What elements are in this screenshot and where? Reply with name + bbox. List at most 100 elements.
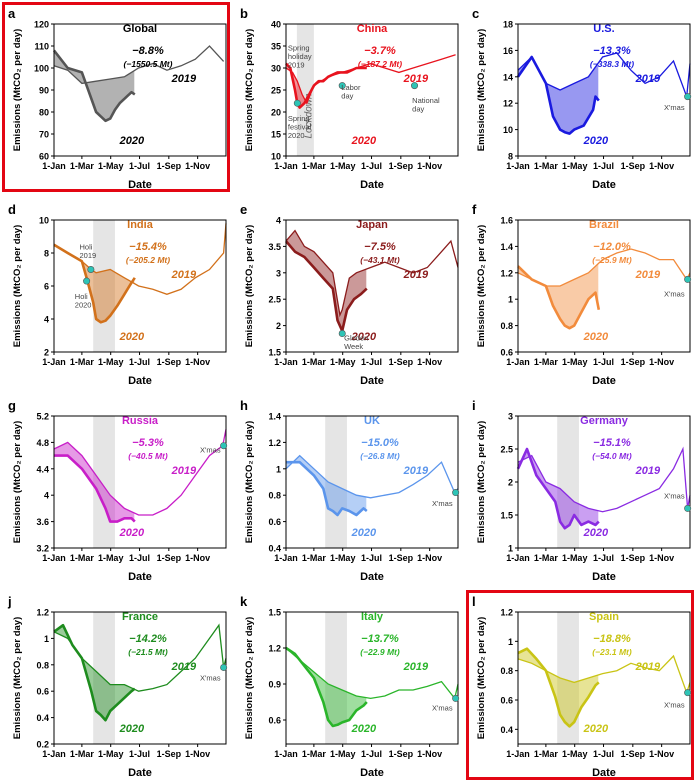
event-label: X'mas (432, 499, 453, 508)
x-tick-label: 1-Jul (593, 357, 614, 367)
series-line-2019 (517, 248, 691, 287)
percent-change: −15.0% (361, 437, 399, 449)
panel-title: Global (123, 23, 157, 35)
x-tick-label: 1-Nov (417, 161, 442, 171)
y-tick-label: 3 (276, 268, 281, 278)
x-tick-label: 1-Mar (534, 161, 559, 171)
lockdown-shade (325, 416, 347, 548)
panel-letter: b (240, 6, 248, 21)
x-axis-label: Date (128, 375, 152, 387)
event-label: X'mas (664, 103, 685, 112)
event-label-line: holiday (288, 52, 312, 61)
y-tick-label: 4 (44, 491, 49, 501)
x-tick-label: 1-Nov (417, 749, 442, 759)
y-tick-label: 3.6 (36, 517, 49, 527)
x-tick-label: 1-Mar (534, 749, 559, 759)
y-tick-label: 10 (503, 125, 513, 135)
panel-title: Brazil (589, 219, 619, 231)
label-2020: 2020 (583, 527, 609, 539)
x-tick-label: 1-Jul (129, 161, 150, 171)
y-tick-label: 1 (276, 464, 281, 474)
event-label-line: X'mas (432, 499, 453, 508)
x-tick-label: 1-Sep (621, 749, 646, 759)
x-tick-label: 1-Jan (506, 553, 530, 563)
x-tick-label: 1-Jul (361, 553, 382, 563)
x-axis-label: Date (360, 767, 384, 779)
x-tick-label: 1-Jan (274, 749, 298, 759)
event-marker (220, 442, 228, 450)
y-axis-label: Emissions (MtCO₂ per day) (244, 617, 255, 739)
y-tick-label: 3 (508, 412, 513, 422)
event-label: Spring festival 2020 (288, 114, 312, 140)
x-tick-label: 1-Jan (506, 161, 530, 171)
x-tick-label: 1-Jan (506, 749, 530, 759)
y-tick-label: 1.2 (500, 268, 513, 278)
panel-letter: d (8, 202, 16, 217)
y-tick-label: 100 (34, 64, 49, 74)
chart-svg-a: 60 70 80 90 100 110 120 1-Jan 1-Mar 1-May 1-Jul 1-S… (8, 6, 227, 191)
label-2019: 2019 (171, 661, 197, 673)
label-2020: 2020 (119, 527, 145, 539)
panel-title: UK (364, 415, 380, 427)
event-label-line: X'mas (200, 674, 221, 683)
panel-letter: c (472, 6, 479, 21)
percent-change: −13.3% (593, 45, 631, 57)
y-axis-label: Emissions (MtCO₂ per day) (12, 617, 23, 739)
series-line-2019 (53, 223, 227, 295)
x-tick-label: 1-Jul (361, 161, 382, 171)
label-2019: 2019 (403, 661, 429, 673)
x-tick-label: 1-Mar (70, 357, 95, 367)
event-marker (684, 689, 692, 697)
panel-letter: e (240, 202, 247, 217)
event-marker (452, 694, 460, 702)
difference-area (518, 57, 599, 134)
event-label-line: Spring (288, 114, 310, 123)
y-tick-label: 0.8 (36, 660, 49, 670)
y-tick-label: 90 (39, 86, 49, 96)
series-line-2020 (53, 623, 136, 722)
label-2020: 2020 (583, 135, 609, 147)
series-line-2019 (53, 429, 227, 516)
event-label-line: 2019 (288, 60, 305, 69)
series-line-2019 (517, 446, 691, 513)
label-2020: 2020 (119, 135, 145, 147)
y-axis-label: Emissions (MtCO₂ per day) (244, 421, 255, 543)
difference-area (54, 625, 135, 720)
chart-panel-a: 60 70 80 90 100 110 120 1-Jan 1-Mar 1-May 1-Jul 1-S… (0, 0, 232, 196)
y-tick-label: 1.6 (500, 216, 513, 226)
percent-change: −14.2% (129, 633, 167, 645)
series-line-2019 (53, 45, 225, 85)
y-tick-label: 1.5 (500, 511, 513, 521)
y-tick-label: 4.4 (36, 464, 49, 474)
x-tick-label: 1-Sep (621, 357, 646, 367)
y-tick-label: 8 (508, 152, 513, 162)
y-tick-label: 4.8 (36, 438, 49, 448)
x-tick-label: 1-Jan (42, 553, 66, 563)
x-tick-label: 1-Jan (274, 357, 298, 367)
y-tick-label: 0.2 (36, 740, 49, 750)
chart-svg-l: 0.4 0.6 0.8 1 1.2 1-Jan 1-Mar 1-May 1-Jul 1-Sep 1-… (472, 594, 692, 779)
lockdown-shade (296, 24, 314, 156)
chart-panel-k: 0.6 0.9 1.2 1.5 1-Jan 1-Mar 1-May 1-Jul 1-Sep 1-N… (232, 588, 464, 784)
series-line-2020 (516, 55, 600, 135)
y-tick-label: 1.2 (268, 438, 281, 448)
label-2020: 2020 (351, 527, 377, 539)
absolute-change: (−43.1 Mt) (360, 255, 400, 265)
panel-letter: a (8, 6, 16, 21)
event-label-line: X'mas (664, 103, 685, 112)
x-tick-label: 1-Jul (593, 553, 614, 563)
x-tick-label: 1-Jul (593, 161, 614, 171)
chart-panel-f: 0.6 0.8 1 1.2 1.4 1.6 1-Jan 1-Mar 1-May 1-Jul 1-Se… (464, 196, 696, 392)
x-tick-label: 1-Sep (621, 553, 646, 563)
event-label-line: festival (288, 122, 312, 131)
y-tick-label: 0.8 (268, 491, 281, 501)
chart-panel-i: 1 1.5 2 2.5 3 1-Jan 1-Mar 1-May 1-Jul 1-Sep 1-Nov D… (464, 392, 696, 588)
chart-panel-e: 1.5 2 2.5 3 3.5 4 1-Jan 1-Mar 1-May 1-Jul 1-Sep 1-N… (232, 196, 464, 392)
chart-svg-h: 0.4 0.6 0.8 1 1.2 1.4 1-Jan 1-Mar 1-May 1-Jul 1-Se… (240, 398, 460, 583)
series-line-2020 (285, 62, 367, 109)
event-marker (338, 330, 346, 338)
panel-title: Spain (589, 611, 619, 623)
x-tick-label: 1-Mar (302, 749, 327, 759)
y-axis-label: Emissions (MtCO₂ per day) (476, 421, 487, 543)
event-label-line: Holi (80, 243, 93, 252)
